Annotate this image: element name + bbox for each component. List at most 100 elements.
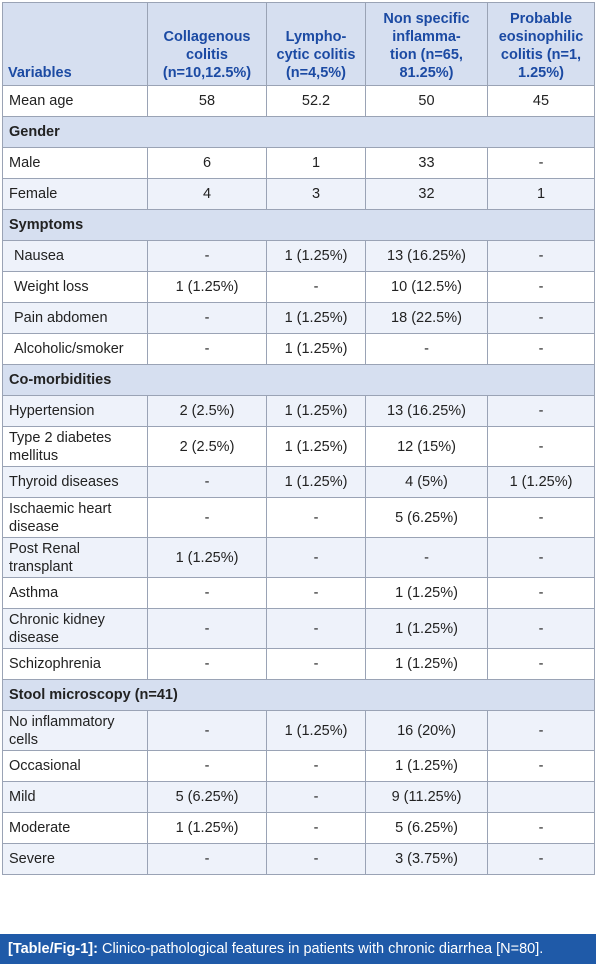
- cell: 5 (6.25%): [147, 781, 267, 813]
- row-label: Type 2 diabetes mellitus: [2, 426, 148, 467]
- row-label: No inflammatory cells: [2, 710, 148, 751]
- cell: -: [266, 608, 366, 649]
- table-row: Mean age 58 52.2 50 45: [2, 85, 595, 117]
- cell: 1 (1.25%): [365, 577, 488, 609]
- table-row: Alcoholic/smoker - 1 (1.25%) - -: [2, 333, 595, 365]
- cell: 18 (22.5%): [365, 302, 488, 334]
- cell: 33: [365, 147, 488, 179]
- table-row: Severe - - 3 (3.75%) -: [2, 843, 595, 875]
- cell: 1 (1.25%): [266, 466, 366, 498]
- table-row: Thyroid diseases - 1 (1.25%) 4 (5%) 1 (1…: [2, 466, 595, 498]
- header-collagenous: Collagenous colitis (n=10,12.5%): [147, 2, 267, 86]
- section-symptoms: Symptoms: [2, 209, 595, 241]
- cell: 13 (16.25%): [365, 240, 488, 272]
- cell: 5 (6.25%): [365, 497, 488, 538]
- cell: -: [487, 147, 595, 179]
- table-row: Weight loss 1 (1.25%) - 10 (12.5%) -: [2, 271, 595, 303]
- cell: 4: [147, 178, 267, 210]
- cell: 32: [365, 178, 488, 210]
- row-label: Female: [2, 178, 148, 210]
- cell: -: [266, 648, 366, 680]
- cell: 1 (1.25%): [266, 302, 366, 334]
- cell: -: [487, 426, 595, 467]
- cell: -: [147, 333, 267, 365]
- table-row: Post Renal transplant 1 (1.25%) - - -: [2, 537, 595, 578]
- table-row: Asthma - - 1 (1.25%) -: [2, 577, 595, 609]
- cell: -: [147, 466, 267, 498]
- cell: -: [266, 537, 366, 578]
- section-row: Co-morbidities: [2, 364, 595, 396]
- cell: 3: [266, 178, 366, 210]
- cell: 58: [147, 85, 267, 117]
- table-row: Type 2 diabetes mellitus 2 (2.5%) 1 (1.25…: [2, 426, 595, 467]
- cell: 1 (1.25%): [266, 426, 366, 467]
- cell: -: [147, 648, 267, 680]
- cell: 1 (1.25%): [266, 710, 366, 751]
- cell: 45: [487, 85, 595, 117]
- row-label: Mild: [2, 781, 148, 813]
- cell: 1: [266, 147, 366, 179]
- cell: -: [487, 271, 595, 303]
- row-label: Hypertension: [2, 395, 148, 427]
- row-label: Thyroid diseases: [2, 466, 148, 498]
- row-label: Male: [2, 147, 148, 179]
- row-label: Mean age: [2, 85, 148, 117]
- cell: -: [487, 843, 595, 875]
- row-label: Chronic kidney disease: [2, 608, 148, 649]
- section-row: Stool microscopy (n=41): [2, 679, 595, 711]
- cell: 9 (11.25%): [365, 781, 488, 813]
- row-label: Schizophrenia: [2, 648, 148, 680]
- table-row: Female 4 3 32 1: [2, 178, 595, 210]
- cell: 5 (6.25%): [365, 812, 488, 844]
- cell: 12 (15%): [365, 426, 488, 467]
- table-caption: [Table/Fig-1]: Clinico-pathological feat…: [0, 934, 596, 964]
- header-variables: Variables: [2, 2, 148, 86]
- table-row: Hypertension 2 (2.5%) 1 (1.25%) 13 (16.2…: [2, 395, 595, 427]
- cell: -: [147, 843, 267, 875]
- section-gender: Gender: [2, 116, 595, 148]
- cell: 1 (1.25%): [365, 608, 488, 649]
- cell: -: [487, 577, 595, 609]
- row-label: Weight loss: [2, 271, 148, 303]
- row-label: Pain abdomen: [2, 302, 148, 334]
- cell: -: [487, 302, 595, 334]
- cell: -: [487, 240, 595, 272]
- row-label: Asthma: [2, 577, 148, 609]
- caption-text: Clinico-pathological features in patient…: [97, 941, 544, 957]
- table-row: Ischaemic heart disease - - 5 (6.25%) -: [2, 497, 595, 538]
- cell: 1 (1.25%): [266, 240, 366, 272]
- cell: -: [147, 497, 267, 538]
- cell: 2 (2.5%): [147, 426, 267, 467]
- section-row: Gender: [2, 116, 595, 148]
- cell: 4 (5%): [365, 466, 488, 498]
- cell: 1 (1.25%): [365, 648, 488, 680]
- cell: -: [487, 750, 595, 782]
- cell: 3 (3.75%): [365, 843, 488, 875]
- table-row: Mild 5 (6.25%) - 9 (11.25%): [2, 781, 595, 813]
- row-label: Moderate: [2, 812, 148, 844]
- section-row: Symptoms: [2, 209, 595, 241]
- row-label: Nausea: [2, 240, 148, 272]
- row-label: Alcoholic/smoker: [2, 333, 148, 365]
- cell: -: [487, 395, 595, 427]
- caption-label: [Table/Fig-1]:: [8, 941, 98, 957]
- cell: -: [266, 781, 366, 813]
- cell: -: [147, 240, 267, 272]
- cell: -: [147, 302, 267, 334]
- cell: [487, 781, 595, 813]
- cell: -: [365, 333, 488, 365]
- header-lymphocytic: Lympho-cytic colitis (n=4,5%): [266, 2, 366, 86]
- row-label: Ischaemic heart disease: [2, 497, 148, 538]
- cell: 1: [487, 178, 595, 210]
- table-row: Male 6 1 33 -: [2, 147, 595, 179]
- header-eosinophilic: Probable eosinophilic colitis (n=1, 1.25%): [487, 2, 595, 86]
- clinico-pathological-table: Variables Collagenous colitis (n=10,12.5%)…: [2, 2, 595, 875]
- cell: -: [487, 497, 595, 538]
- cell: -: [487, 333, 595, 365]
- cell: -: [487, 648, 595, 680]
- cell: 6: [147, 147, 267, 179]
- table-row: Occasional - - 1 (1.25%) -: [2, 750, 595, 782]
- table-row: Moderate 1 (1.25%) - 5 (6.25%) -: [2, 812, 595, 844]
- cell: 52.2: [266, 85, 366, 117]
- cell: -: [266, 577, 366, 609]
